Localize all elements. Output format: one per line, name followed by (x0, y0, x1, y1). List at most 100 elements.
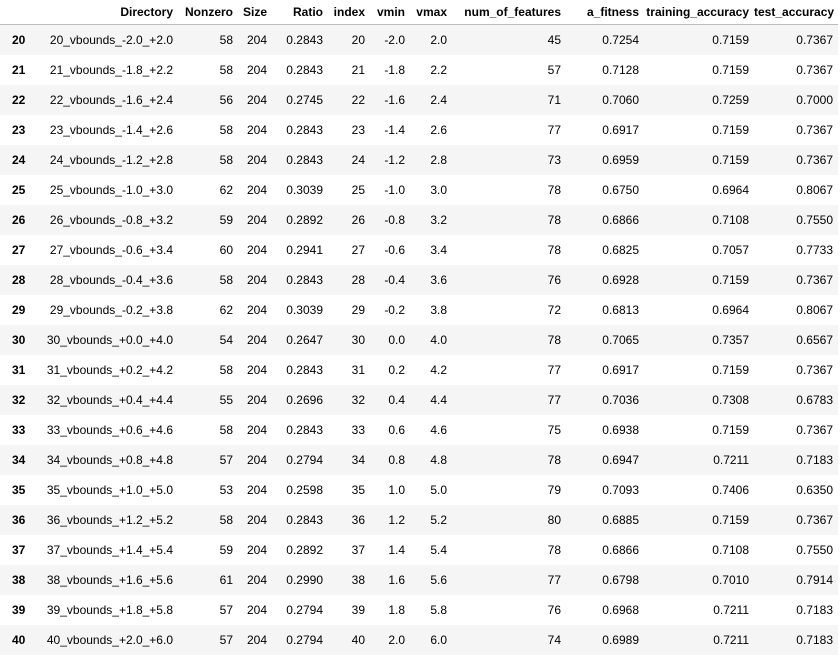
cell-vmin: 1.8 (388, 603, 405, 617)
cell-training-accuracy: 0.7159 (712, 513, 749, 527)
cell-vmax: 4.6 (430, 423, 447, 437)
cell-directory: 36_vbounds_+1.2_+5.2 (46, 513, 173, 527)
table-header: Directory Nonzero Size Ratio index vmin … (0, 0, 838, 25)
cell-nonzero: 53 (219, 483, 233, 497)
cell-size: 204 (246, 483, 267, 497)
cell-index: 21 (351, 63, 365, 77)
cell-row-index: 28 (12, 273, 26, 287)
header-cell-num-of-features: num_of_features (452, 0, 566, 25)
cell-nonzero: 56 (219, 93, 233, 107)
table-row: 40 40_vbounds_+2.0_+6.0 57 204 0.2794 40 2.0 6.… (0, 625, 838, 655)
cell-test-accuracy: 0.7550 (796, 213, 833, 227)
cell-ratio: 0.2941 (286, 243, 323, 257)
cell-training-accuracy: 0.7108 (712, 213, 749, 227)
cell-vmax: 4.4 (430, 393, 447, 407)
table-row: 39 39_vbounds_+1.8_+5.8 57 204 0.2794 39 1.8 5.… (0, 595, 838, 625)
cell-nonzero: 58 (219, 153, 233, 167)
cell-a-fitness: 0.7254 (602, 33, 639, 47)
cell-nonzero: 58 (219, 123, 233, 137)
cell-vmin: -0.4 (384, 273, 405, 287)
cell-vmax: 4.8 (430, 453, 447, 467)
cell-vmin: 1.2 (388, 513, 405, 527)
table-row: 35 35_vbounds_+1.0_+5.0 53 204 0.2598 35 1.0 5.… (0, 475, 838, 505)
table-row: 25 25_vbounds_-1.0_+3.0 62 204 0.3039 25 -1.0 3… (0, 175, 838, 205)
cell-index: 32 (351, 393, 365, 407)
table-row: 20 20_vbounds_-2.0_+2.0 58 204 0.2843 20 -2.0 2… (0, 24, 838, 55)
cell-size: 204 (246, 93, 267, 107)
cell-row-index: 33 (12, 423, 26, 437)
cell-a-fitness: 0.6968 (602, 603, 639, 617)
cell-size: 204 (246, 303, 267, 317)
cell-num-of-features: 78 (547, 543, 561, 557)
cell-directory: 23_vbounds_-1.4_+2.6 (49, 123, 173, 137)
cell-row-index: 34 (12, 453, 26, 467)
cell-directory: 33_vbounds_+0.6_+4.6 (46, 423, 173, 437)
cell-directory: 28_vbounds_-0.4_+3.6 (49, 273, 173, 287)
cell-training-accuracy: 0.7211 (713, 633, 749, 647)
table-row: 27 27_vbounds_-0.6_+3.4 60 204 0.2941 27 -0.6 3… (0, 235, 838, 265)
cell-vmin: -1.6 (384, 93, 405, 107)
cell-a-fitness: 0.6959 (602, 153, 639, 167)
cell-ratio: 0.2598 (286, 483, 323, 497)
cell-vmin: 0.8 (388, 453, 405, 467)
cell-vmax: 6.0 (430, 633, 447, 647)
cell-directory: 20_vbounds_-2.0_+2.0 (49, 33, 173, 47)
cell-directory: 31_vbounds_+0.2_+4.2 (46, 363, 173, 377)
cell-index: 23 (351, 123, 365, 137)
cell-nonzero: 60 (219, 243, 233, 257)
cell-vmax: 4.2 (430, 363, 447, 377)
cell-vmin: -1.4 (384, 123, 405, 137)
cell-vmax: 2.4 (430, 93, 447, 107)
cell-num-of-features: 78 (547, 213, 561, 227)
cell-row-index: 26 (12, 213, 26, 227)
cell-directory: 27_vbounds_-0.6_+3.4 (49, 243, 173, 257)
cell-size: 204 (246, 513, 267, 527)
cell-test-accuracy: 0.7183 (796, 633, 833, 647)
header-cell-vmin: vmin (370, 0, 410, 25)
cell-size: 204 (246, 363, 267, 377)
cell-training-accuracy: 0.7159 (712, 123, 749, 137)
cell-a-fitness: 0.7060 (602, 93, 639, 107)
cell-vmin: -1.2 (384, 153, 405, 167)
cell-vmax: 3.8 (430, 303, 447, 317)
cell-row-index: 37 (12, 543, 26, 557)
cell-vmin: 1.4 (388, 543, 405, 557)
cell-ratio: 0.3039 (286, 183, 323, 197)
cell-a-fitness: 0.6750 (602, 183, 639, 197)
cell-row-index: 40 (12, 633, 26, 647)
cell-training-accuracy: 0.7406 (712, 483, 749, 497)
cell-a-fitness: 0.6938 (602, 423, 639, 437)
cell-num-of-features: 76 (547, 603, 561, 617)
table-row: 29 29_vbounds_-0.2_+3.8 62 204 0.3039 29 -0.2 3… (0, 295, 838, 325)
cell-num-of-features: 78 (547, 243, 561, 257)
cell-row-index: 24 (12, 153, 26, 167)
cell-directory: 29_vbounds_-0.2_+3.8 (49, 303, 173, 317)
cell-directory: 34_vbounds_+0.8_+4.8 (46, 453, 173, 467)
cell-training-accuracy: 0.7159 (712, 273, 749, 287)
cell-nonzero: 58 (219, 273, 233, 287)
cell-test-accuracy: 0.8067 (796, 183, 833, 197)
cell-directory: 32_vbounds_+0.4_+4.4 (46, 393, 173, 407)
cell-vmin: -0.6 (384, 243, 405, 257)
cell-vmin: 0.2 (388, 363, 405, 377)
cell-vmax: 5.6 (430, 573, 447, 587)
table-row: 23 23_vbounds_-1.4_+2.6 58 204 0.2843 23 -1.4 2… (0, 115, 838, 145)
cell-index: 40 (351, 633, 365, 647)
cell-a-fitness: 0.7036 (602, 393, 639, 407)
cell-vmin: 2.0 (388, 633, 405, 647)
cell-ratio: 0.2647 (286, 333, 323, 347)
header-row: Directory Nonzero Size Ratio index vmin … (0, 0, 838, 25)
header-cell-ratio: Ratio (272, 0, 328, 25)
cell-a-fitness: 0.6825 (602, 243, 639, 257)
cell-size: 204 (246, 243, 267, 257)
cell-ratio: 0.2843 (286, 63, 323, 77)
cell-test-accuracy: 0.7183 (796, 603, 833, 617)
cell-a-fitness: 0.6813 (602, 303, 639, 317)
cell-nonzero: 59 (219, 213, 233, 227)
cell-training-accuracy: 0.6964 (712, 183, 749, 197)
cell-training-accuracy: 0.7357 (712, 333, 749, 347)
cell-num-of-features: 76 (547, 273, 561, 287)
table-row: 32 32_vbounds_+0.4_+4.4 55 204 0.2696 32 0.4 4.… (0, 385, 838, 415)
cell-index: 37 (351, 543, 365, 557)
